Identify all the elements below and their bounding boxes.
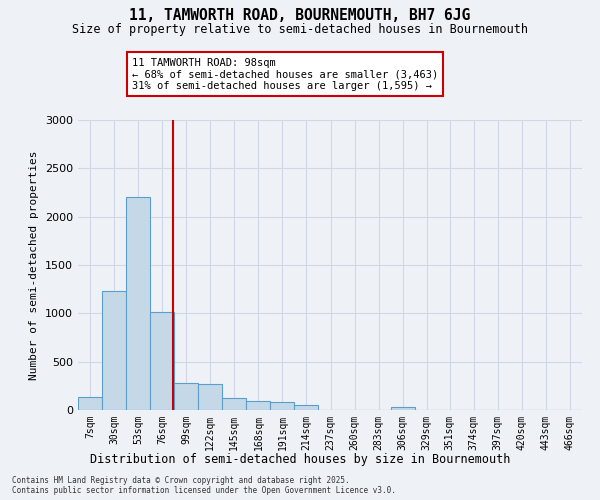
Bar (391, 406, 415, 410)
Bar (78, 398, 102, 410)
Bar (198, 384, 222, 410)
Text: Distribution of semi-detached houses by size in Bournemouth: Distribution of semi-detached houses by … (90, 452, 510, 466)
Bar (271, 402, 295, 410)
Text: 11 TAMWORTH ROAD: 98sqm
← 68% of semi-detached houses are smaller (3,463)
31% of: 11 TAMWORTH ROAD: 98sqm ← 68% of semi-de… (132, 58, 438, 90)
Bar (222, 398, 247, 410)
Bar (174, 383, 198, 410)
Bar (102, 291, 126, 410)
Text: Size of property relative to semi-detached houses in Bournemouth: Size of property relative to semi-detach… (72, 22, 528, 36)
Bar (295, 404, 319, 410)
Y-axis label: Number of semi-detached properties: Number of semi-detached properties (29, 150, 40, 380)
Bar (150, 312, 174, 410)
Bar (247, 402, 271, 410)
Text: 11, TAMWORTH ROAD, BOURNEMOUTH, BH7 6JG: 11, TAMWORTH ROAD, BOURNEMOUTH, BH7 6JG (130, 8, 470, 22)
Text: Contains HM Land Registry data © Crown copyright and database right 2025.
Contai: Contains HM Land Registry data © Crown c… (12, 476, 396, 495)
Bar (126, 198, 150, 410)
